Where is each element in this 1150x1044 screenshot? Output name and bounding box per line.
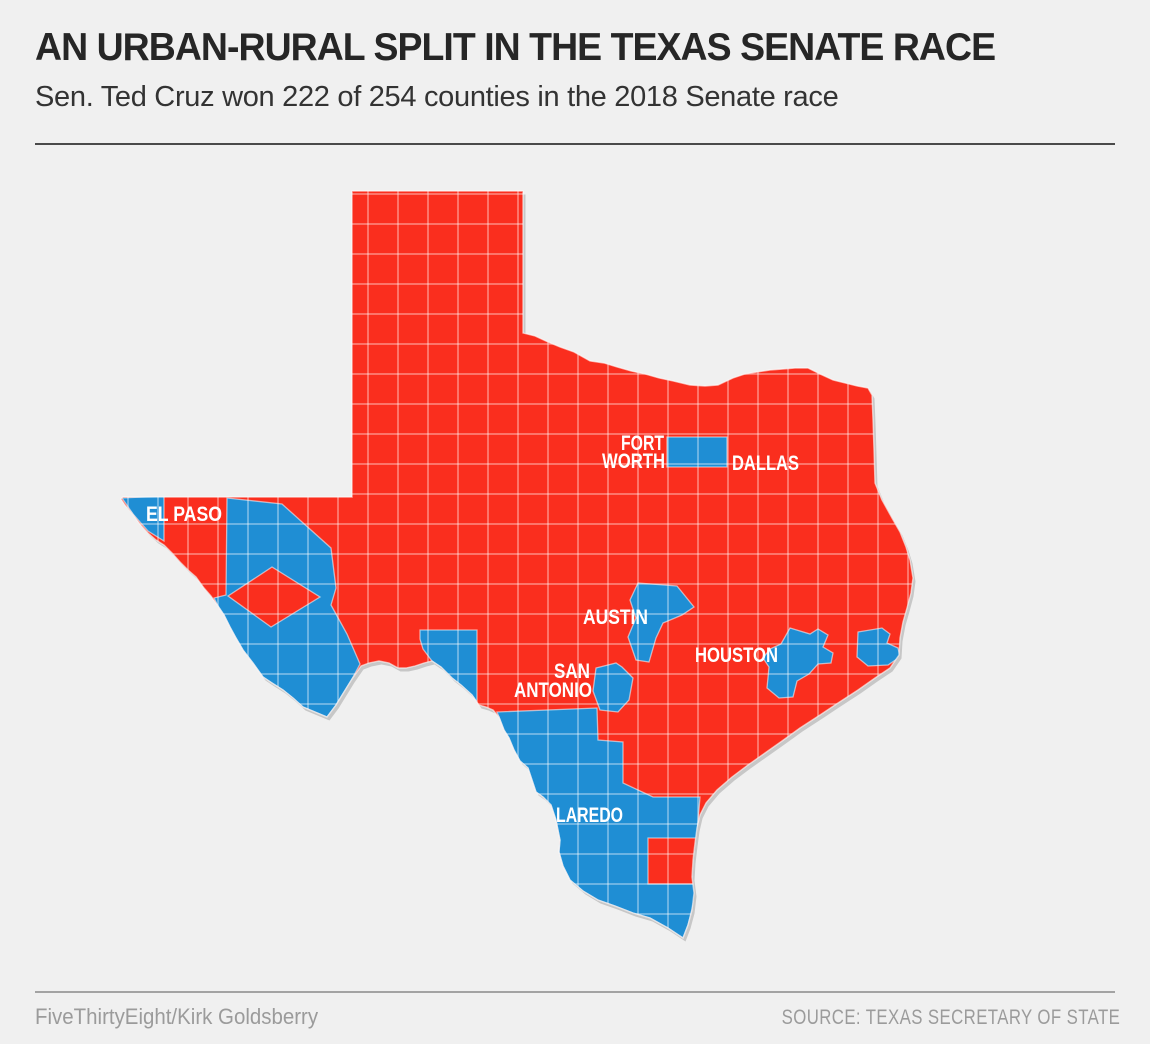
tarrant-dallas-counties: [666, 436, 728, 468]
trans-pecos-counties: [213, 497, 361, 718]
state-base-red: [121, 191, 913, 938]
el-paso-county: [121, 495, 165, 543]
county-borders-layer: [121, 191, 913, 938]
kenedy-county: [647, 837, 697, 885]
state-drop-shadow: [123, 194, 916, 942]
footer-divider: [35, 991, 1115, 993]
democratic-counties-layer: [121, 436, 901, 938]
label-fort-worth-2: WORTH: [602, 450, 665, 473]
south-texas-border-counties: [496, 707, 701, 938]
travis-hays-counties: [627, 582, 695, 663]
label-houston: HOUSTON: [695, 644, 778, 667]
label-san-antonio-2: ANTONIO: [514, 679, 592, 702]
label-san-antonio-1: SAN: [554, 660, 590, 683]
label-fort-worth-1: FORT: [621, 432, 664, 455]
label-dallas: DALLAS: [732, 452, 799, 475]
label-el-paso: EL PASO: [146, 503, 222, 526]
page-title: AN URBAN-RURAL SPLIT IN THE TEXAS SENATE…: [35, 26, 996, 69]
label-laredo: LAREDO: [556, 804, 623, 827]
republican-enclaves-layer: [226, 566, 697, 885]
header-divider: [35, 143, 1115, 145]
state-outline: [120, 190, 914, 940]
jefferson-county: [856, 627, 901, 667]
bexar-county: [592, 662, 634, 713]
val-verde-county: [419, 629, 478, 705]
harris-fort-bend-counties: [762, 627, 834, 699]
source-text: SOURCE: TEXAS SECRETARY OF STATE: [781, 1006, 1120, 1029]
credit-text: FiveThirtyEight/Kirk Goldsberry: [35, 1004, 319, 1029]
pecos-diamond-county: [226, 566, 322, 628]
page-subtitle: Sen. Ted Cruz won 222 of 254 counties in…: [35, 81, 839, 113]
chart-header: AN URBAN-RURAL SPLIT IN THE TEXAS SENATE…: [35, 26, 1125, 114]
label-austin: AUSTIN: [583, 606, 648, 629]
